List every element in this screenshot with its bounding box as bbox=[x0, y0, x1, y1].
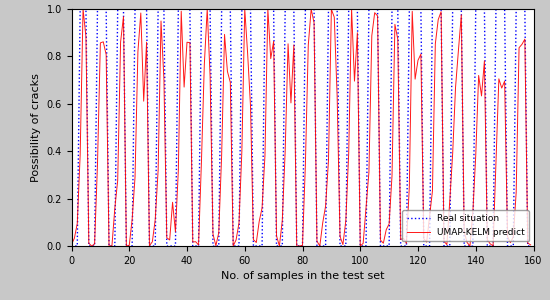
Y-axis label: Possibility of cracks: Possibility of cracks bbox=[31, 73, 41, 182]
UMAP-KELM predict bbox=[89, 244, 95, 248]
Line: Real situation: Real situation bbox=[72, 9, 531, 246]
UMAP-KELM predict bbox=[68, 243, 75, 246]
Real situation bbox=[507, 244, 514, 248]
UMAP-KELM predict bbox=[449, 152, 456, 156]
Real situation bbox=[201, 7, 208, 11]
Real situation bbox=[527, 244, 534, 248]
Real situation bbox=[325, 7, 332, 11]
UMAP-KELM predict bbox=[204, 7, 211, 11]
UMAP-KELM predict bbox=[510, 235, 516, 239]
UMAP-KELM predict bbox=[371, 11, 378, 14]
UMAP-KELM predict bbox=[166, 238, 173, 242]
X-axis label: No. of samples in the test set: No. of samples in the test set bbox=[221, 271, 384, 281]
Real situation bbox=[447, 244, 453, 248]
Real situation bbox=[77, 7, 84, 11]
Real situation bbox=[368, 7, 375, 11]
UMAP-KELM predict bbox=[328, 8, 334, 11]
Line: UMAP-KELM predict: UMAP-KELM predict bbox=[72, 9, 531, 246]
UMAP-KELM predict bbox=[527, 243, 534, 247]
Real situation bbox=[163, 244, 170, 248]
Legend: Real situation, UMAP-KELM predict: Real situation, UMAP-KELM predict bbox=[403, 210, 529, 242]
UMAP-KELM predict bbox=[80, 7, 86, 11]
Real situation bbox=[68, 244, 75, 248]
